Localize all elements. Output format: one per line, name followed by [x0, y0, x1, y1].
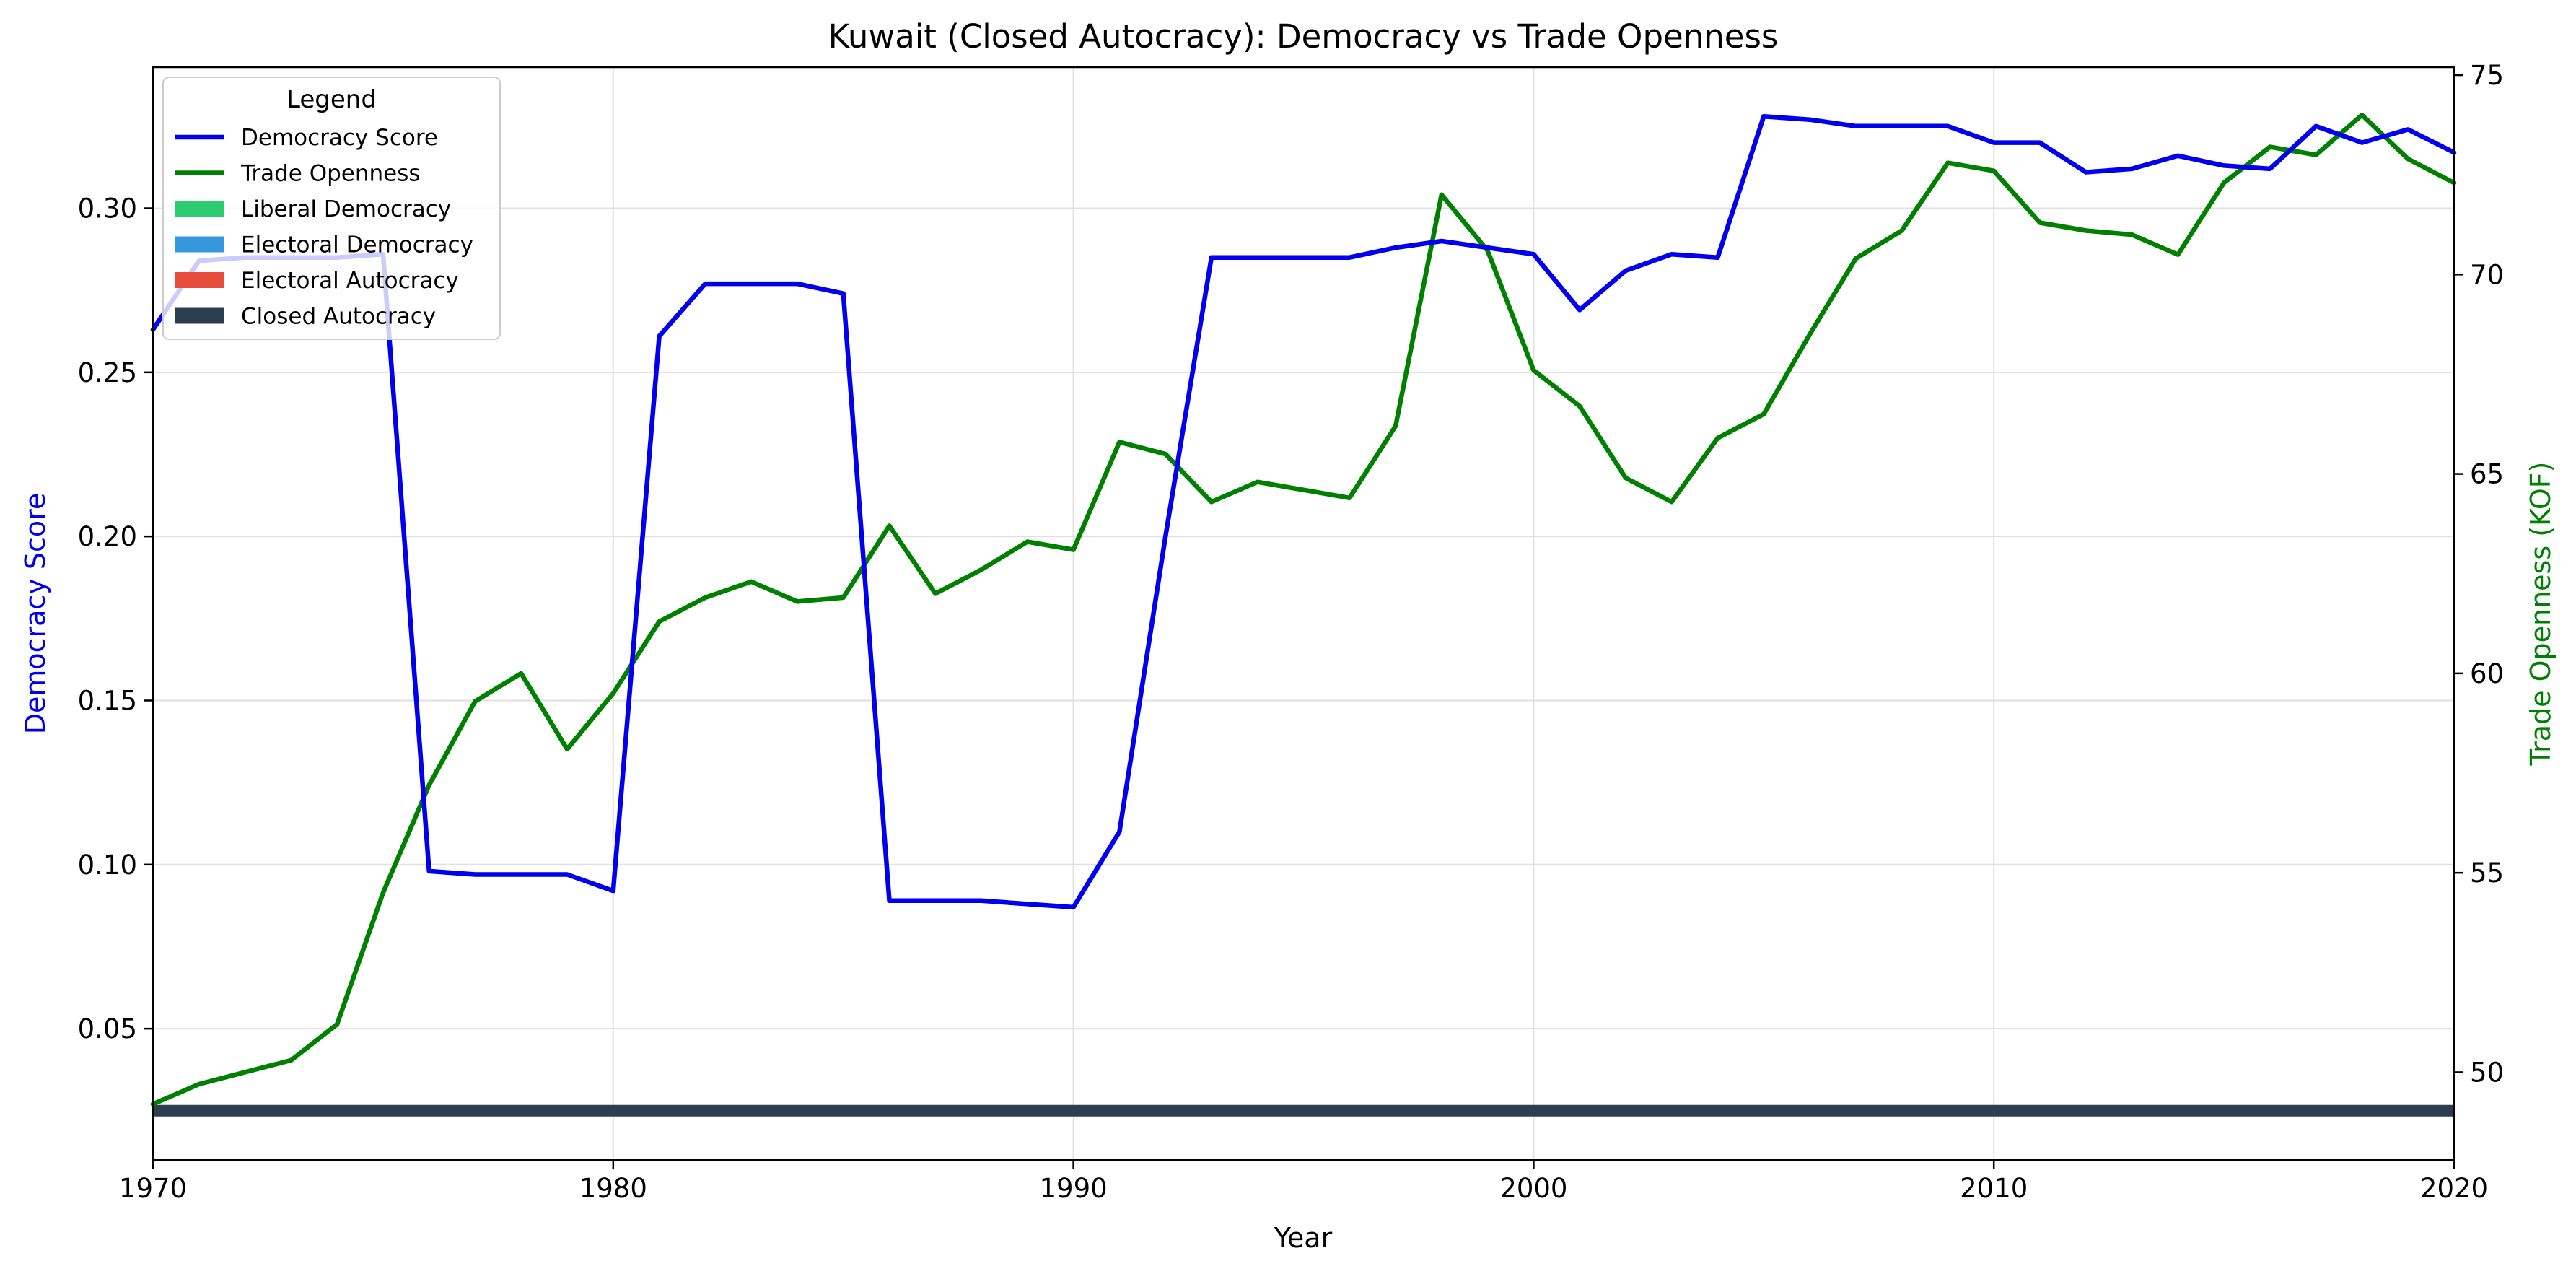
- y-tick-label: 0.15: [78, 685, 137, 716]
- x-tick-label: 1990: [1040, 1173, 1108, 1204]
- y-tick-label: 0.10: [78, 850, 137, 881]
- legend-swatch-electoral-autocracy: [175, 272, 224, 288]
- x-tick-label: 2020: [2420, 1173, 2488, 1204]
- series-line-trade-openness: [150, 113, 2457, 1107]
- x-tick-label: 1980: [579, 1173, 647, 1204]
- chart-title: Kuwait (Closed Autocracy): Democracy vs …: [828, 17, 1779, 56]
- legend-box: [162, 77, 501, 340]
- plot-frame: [152, 66, 2455, 1161]
- x-tick-label: 1970: [119, 1173, 187, 1204]
- legend-label-closed-autocracy: Closed Autocracy: [241, 304, 436, 330]
- x-tick-label: 2000: [1499, 1173, 1567, 1204]
- legend: Legend Democracy Score Trade Openness Liber…: [162, 77, 501, 340]
- legend-label-electoral-autocracy: Electoral Autocracy: [241, 268, 459, 294]
- legend-label-electoral-democracy: Electoral Democracy: [241, 232, 473, 258]
- y-axis-label: Democracy Score: [19, 493, 51, 735]
- y2-tick-label: 70: [2470, 259, 2504, 290]
- legend-swatch-electoral-democracy: [175, 236, 224, 253]
- y-axis-right: 50 55 60 65 70 75: [2454, 60, 2504, 1088]
- y-tick-label: 0.05: [78, 1013, 137, 1044]
- x-axis: 1970 1980 1990 2000 2010 2020: [119, 1160, 2488, 1204]
- legend-swatch-closed-autocracy: [175, 307, 224, 324]
- y2-tick-label: 60: [2470, 658, 2504, 689]
- y2-tick-label: 50: [2470, 1057, 2504, 1088]
- series-line-democracy-score: [150, 113, 2457, 910]
- y2-tick-label: 55: [2470, 858, 2504, 889]
- y-tick-label: 0.30: [78, 193, 137, 224]
- y2-tick-label: 65: [2470, 459, 2504, 490]
- x-axis-label: Year: [1274, 1222, 1333, 1254]
- legend-label-trade-openness: Trade Openness: [240, 161, 421, 187]
- y2-tick-label: 75: [2470, 60, 2504, 91]
- y2-axis-label: Trade Openness (KOF): [2525, 461, 2557, 766]
- legend-label-democracy-score: Democracy Score: [241, 125, 438, 151]
- series-layer: [150, 113, 2457, 1107]
- y-axis-left: 0.05 0.10 0.15 0.20 0.25 0.30: [78, 193, 153, 1044]
- x-tick-label: 2010: [1960, 1173, 2028, 1204]
- y-tick-label: 0.25: [78, 357, 137, 388]
- y-tick-label: 0.20: [78, 521, 137, 552]
- legend-label-liberal-democracy: Liberal Democracy: [241, 196, 451, 222]
- legend-title: Legend: [286, 85, 377, 114]
- legend-swatch-liberal-democracy: [175, 201, 224, 217]
